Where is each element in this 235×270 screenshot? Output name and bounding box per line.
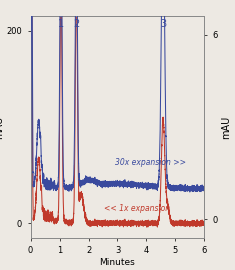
X-axis label: Minutes: Minutes [100, 258, 135, 267]
Text: 3: 3 [160, 19, 166, 29]
Text: 2: 2 [73, 19, 79, 29]
Y-axis label: mAU: mAU [221, 115, 231, 139]
Text: 30x expansion >>: 30x expansion >> [115, 158, 186, 167]
Text: 1: 1 [58, 19, 64, 29]
Text: << 1x expansion: << 1x expansion [104, 204, 171, 213]
Y-axis label: mAU: mAU [0, 115, 4, 139]
